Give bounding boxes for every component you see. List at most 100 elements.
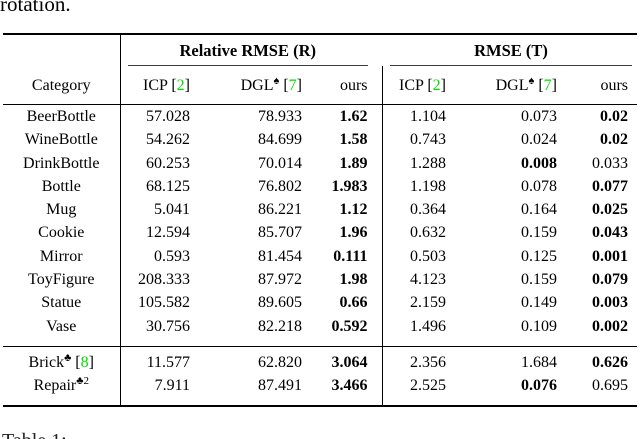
category-cell: ToyFigure [28, 271, 95, 289]
results-table-wrap: Relative RMSE (R) RMSE (T) Category ICP … [3, 33, 638, 407]
cell-t-dgl: 0.008 [521, 154, 557, 172]
cell-t-ours: 0.002 [592, 317, 629, 335]
spade-icon: ♠ [273, 75, 280, 87]
table-row-toyfigure: ToyFigure 208.333 87.972 1.98 4.123 0.15… [3, 268, 637, 292]
cell-r-ours: 0.66 [339, 294, 368, 312]
cell-r-icp: 12.594 [119, 221, 193, 245]
table-row-repair: Repair♣2 7.911 87.491 3.466 2.525 0.076 … [3, 374, 637, 405]
citation-link-7[interactable]: 7 [543, 77, 552, 94]
cell-t-icp: 0.632 [381, 221, 450, 245]
superscript-2: 2 [83, 375, 89, 388]
category-cell: Brick♣ [8] [3, 345, 120, 375]
category-cell: Mug [46, 201, 77, 219]
cell-r-icp: 60.253 [119, 151, 193, 175]
cell-t-icp: 2.356 [381, 345, 450, 375]
cell-t-ours: 0.025 [592, 201, 629, 219]
cell-t-dgl: 0.164 [521, 201, 557, 219]
cell-t-ours: 0.079 [592, 271, 629, 289]
cell-r-ours: 3.466 [331, 377, 368, 395]
cell-t-dgl: 1.684 [450, 345, 561, 375]
cell-r-ours: 1.12 [339, 201, 368, 219]
table-row-brick: Brick♣ [8] 11.577 62.820 3.064 2.356 1.6… [3, 345, 638, 375]
cell-t-ours: 0.043 [592, 224, 629, 242]
spade-icon: ♠ [528, 75, 535, 87]
column-header-t-dgl: DGL♠ [7] [450, 66, 561, 105]
cell-r-dgl: 89.605 [258, 294, 302, 312]
cell-t-ours: 0.695 [592, 377, 629, 395]
column-header-r-ours: ours [305, 66, 382, 105]
cell-r-icp: 0.593 [119, 244, 193, 269]
cell-r-dgl: 87.491 [258, 377, 302, 395]
cell-r-ours: 1.983 [331, 177, 368, 195]
cell-t-dgl: 0.159 [521, 271, 557, 289]
group-header-relative-rmse-r: Relative RMSE (R) [119, 35, 382, 66]
group-header-row: Relative RMSE (R) RMSE (T) [3, 35, 637, 66]
cell-t-ours: 0.02 [600, 131, 629, 149]
cell-t-dgl: 0.024 [521, 131, 557, 149]
cell-r-icp: 7.911 [119, 374, 193, 405]
citation-link-7[interactable]: 7 [288, 77, 297, 94]
cell-r-dgl: 62.820 [193, 345, 305, 375]
cell-r-dgl: 82.218 [258, 317, 302, 335]
cell-r-ours: 0.111 [333, 247, 368, 265]
cell-r-icp: 54.262 [119, 128, 193, 152]
category-cell: Vase [46, 317, 77, 335]
cell-t-dgl: 0.109 [521, 317, 557, 335]
table-row-bottle: Bottle 68.125 76.802 1.983 1.198 0.078 0… [3, 174, 637, 199]
cell-r-icp: 5.041 [119, 198, 193, 222]
cell-t-icp: 4.123 [381, 268, 450, 292]
group-header-spacer [3, 35, 120, 66]
cell-t-dgl: 0.076 [521, 377, 557, 395]
cell-r-dgl: 70.014 [258, 154, 302, 172]
group-header-rmse-t-label: RMSE (T) [390, 35, 633, 66]
cell-t-ours: 0.077 [592, 177, 629, 195]
category-cell: DrinkBottle [23, 154, 100, 172]
cell-r-dgl: 84.699 [258, 131, 302, 149]
category-cell: Statue [41, 294, 82, 312]
cell-t-ours: 0.02 [600, 108, 629, 125]
category-cell: Mirror [39, 247, 83, 265]
citation-link-2[interactable]: 2 [432, 77, 441, 94]
rmse-comparison-table: Relative RMSE (R) RMSE (T) Category ICP … [3, 35, 638, 405]
cell-t-icp: 2.159 [381, 291, 450, 315]
cell-t-icp: 1.104 [381, 104, 450, 129]
cell-r-ours: 1.89 [339, 154, 368, 172]
table-row-mug: Mug 5.041 86.221 1.12 0.364 0.164 0.025 [3, 198, 637, 222]
category-cell: Repair♣2 [33, 375, 89, 395]
table-row-mirror: Mirror 0.593 81.454 0.111 0.503 0.125 0.… [3, 244, 637, 269]
table-row-winebottle: WineBottle 54.262 84.699 1.58 0.743 0.02… [3, 128, 637, 152]
table-caption: Table 1: [2, 430, 67, 439]
cell-r-ours: 1.62 [339, 108, 368, 125]
cell-r-dgl: 87.972 [258, 271, 302, 289]
cell-r-ours: 1.96 [339, 224, 368, 242]
cell-t-dgl: 0.125 [521, 247, 557, 265]
cell-t-ours: 0.001 [592, 247, 629, 265]
cell-t-icp: 0.743 [381, 128, 450, 152]
category-cell: BeerBottle [26, 108, 96, 125]
cell-t-ours: 0.033 [592, 154, 629, 172]
column-header-t-icp: ICP [2] [381, 66, 450, 105]
cell-r-icp: 68.125 [119, 174, 193, 199]
table-row-cookie: Cookie 12.594 85.707 1.96 0.632 0.159 0.… [3, 221, 637, 245]
cell-r-icp: 30.756 [119, 314, 193, 347]
category-cell: WineBottle [24, 131, 98, 149]
column-header-r-dgl: DGL♠ [7] [193, 66, 305, 105]
citation-link-8[interactable]: 8 [80, 353, 89, 371]
cell-t-icp: 1.496 [381, 314, 450, 347]
cell-r-icp: 57.028 [119, 104, 193, 129]
cell-t-icp: 1.288 [381, 151, 450, 175]
club-icon: ♣ [76, 375, 84, 388]
table-row-beerbottle: BeerBottle 57.028 78.933 1.62 1.104 0.07… [3, 104, 637, 129]
cell-r-dgl: 78.933 [258, 108, 302, 125]
cell-r-dgl: 86.221 [258, 201, 302, 219]
cell-r-icp: 105.582 [119, 291, 193, 315]
group-header-rmse-t: RMSE (T) [382, 35, 637, 66]
table-row-vase: Vase 30.756 82.218 0.592 1.496 0.109 0.0… [3, 314, 637, 347]
cell-t-dgl: 0.149 [521, 294, 557, 312]
cell-t-icp: 0.503 [381, 244, 450, 269]
citation-link-2[interactable]: 2 [176, 77, 185, 94]
cell-t-icp: 2.525 [381, 374, 450, 405]
cell-r-ours: 3.064 [305, 345, 382, 375]
column-header-r-icp: ICP [2] [119, 66, 193, 105]
